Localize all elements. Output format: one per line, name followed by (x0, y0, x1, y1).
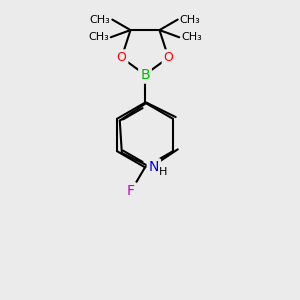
Text: CH₃: CH₃ (181, 32, 202, 42)
Text: B: B (140, 68, 150, 82)
Text: O: O (117, 51, 127, 64)
Text: CH₃: CH₃ (180, 15, 200, 25)
Text: O: O (164, 51, 173, 64)
Text: CH₃: CH₃ (88, 32, 109, 42)
Text: F: F (127, 184, 135, 198)
Text: CH₃: CH₃ (90, 15, 110, 25)
Text: H: H (159, 167, 167, 177)
Text: N: N (149, 160, 159, 174)
